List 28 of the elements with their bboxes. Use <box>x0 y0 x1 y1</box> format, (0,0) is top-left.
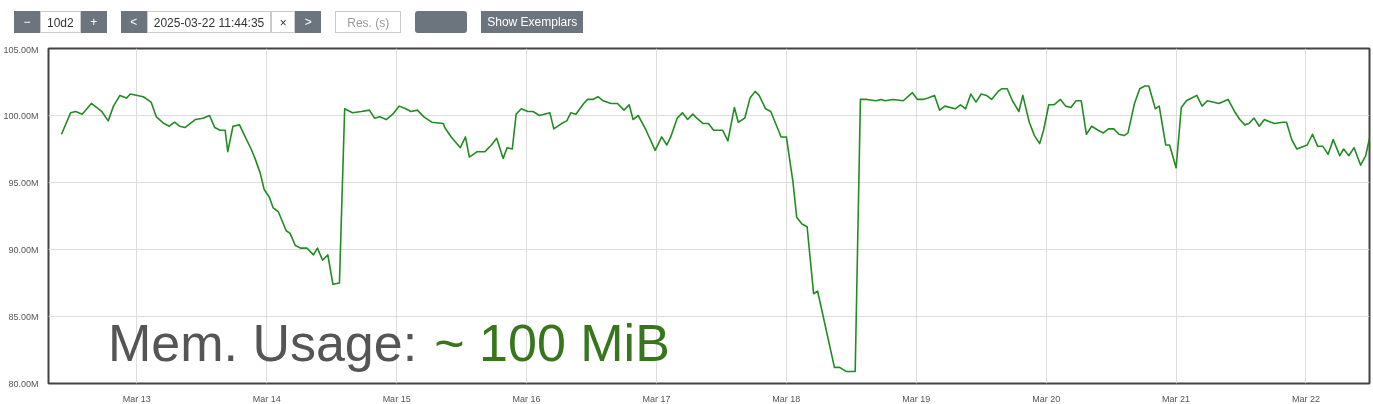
text: × <box>271 11 296 33</box>
y-tick-label: 80.00M <box>8 378 39 389</box>
y-tick-label: 95.00M <box>8 177 39 188</box>
x-tick-label: Mar 14 <box>252 393 281 404</box>
x-tick-label: Mar 19 <box>902 393 931 404</box>
text: Res. (s) <box>335 11 402 33</box>
x-tick-label: Mar 22 <box>1291 393 1320 404</box>
line-series <box>60 85 1370 373</box>
text: + <box>80 11 107 33</box>
x-tick-label: Mar 17 <box>642 393 671 404</box>
x-tick-label: Mar 18 <box>772 393 801 404</box>
x-tick-label: Mar 16 <box>512 393 541 404</box>
x-tick-label: Mar 20 <box>1032 393 1061 404</box>
x-tick-label: Mar 15 <box>382 393 411 404</box>
text: < <box>120 11 147 33</box>
x-tick-label: Mar 13 <box>122 393 151 404</box>
y-tick-label: 105.00M <box>3 44 39 55</box>
y-tick-label: 90.00M <box>8 244 39 255</box>
x-tick-label: Mar 21 <box>1162 393 1191 404</box>
text: Show Exemplars <box>481 11 584 33</box>
text: > <box>295 11 322 33</box>
text: 10d2 <box>40 11 81 33</box>
annotation: ~ 100 MiB <box>434 313 670 372</box>
y-tick-label: 85.00M <box>8 311 39 322</box>
text: 2025-03-22 11:44:35 <box>146 11 272 33</box>
y-tick-label: 100.00M <box>3 110 39 121</box>
text: − <box>14 11 40 33</box>
annotation: Mem. Usage: <box>107 313 418 372</box>
